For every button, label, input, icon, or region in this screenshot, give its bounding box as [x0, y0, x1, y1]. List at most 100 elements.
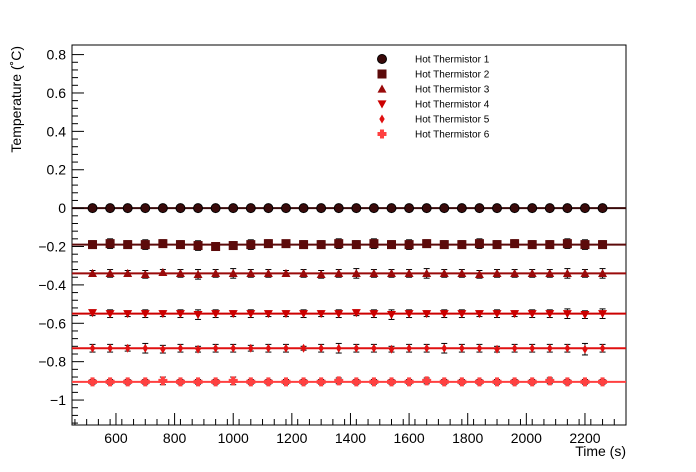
- data-point-series-3: [492, 268, 502, 277]
- data-point-series-5: [547, 343, 553, 353]
- data-point-series-6: [246, 377, 256, 387]
- data-point-series-2: [334, 239, 344, 249]
- x-tick-label: 1000: [218, 430, 249, 446]
- data-point-series-3: [527, 268, 537, 277]
- x-tick-label: 600: [104, 430, 128, 446]
- data-point-series-1: [474, 203, 485, 214]
- data-point-series-1: [193, 203, 204, 214]
- data-point-series-6: [158, 376, 168, 386]
- y-tick-label: −0.4: [38, 277, 66, 293]
- x-tick-label: 2000: [511, 430, 542, 446]
- data-point-series-4: [228, 310, 238, 319]
- data-point-series-3: [316, 269, 326, 278]
- data-point-series-4: [562, 310, 572, 319]
- data-point-series-1: [404, 203, 415, 214]
- data-point-series-1: [456, 203, 467, 214]
- data-point-series-5: [529, 343, 535, 353]
- data-point-series-6: [439, 377, 449, 387]
- data-point-series-1: [298, 203, 309, 214]
- legend-entry: Hot Thermistor 1: [377, 54, 490, 66]
- data-point-series-6: [175, 377, 185, 387]
- data-point-series-5: [388, 344, 395, 354]
- data-point-series-3: [387, 268, 397, 277]
- data-point-series-6: [193, 377, 203, 387]
- data-point-series-1: [228, 203, 239, 214]
- data-point-series-1: [263, 203, 274, 214]
- data-point-series-5: [283, 343, 289, 353]
- data-point-series-6: [369, 377, 379, 387]
- data-point-series-6: [580, 377, 590, 387]
- data-point-series-5: [511, 343, 518, 353]
- x-tick-label: 1400: [335, 430, 366, 446]
- data-point-series-5: [441, 343, 447, 353]
- data-point-series-6: [316, 377, 326, 387]
- data-point-series-5: [177, 343, 184, 353]
- data-point-series-3: [422, 268, 432, 277]
- data-point-series-5: [318, 343, 324, 353]
- data-point-series-1: [492, 203, 503, 214]
- data-point-series-5: [494, 344, 500, 354]
- data-point-series-4: [527, 310, 537, 319]
- y-tick-label: 0.8: [47, 47, 67, 63]
- data-point-series-2: [175, 240, 185, 250]
- data-point-series-4: [299, 310, 309, 319]
- data-point-series-6: [562, 377, 572, 387]
- x-tick-label: 1800: [452, 430, 483, 446]
- data-point-series-5: [142, 343, 148, 353]
- data-point-series-3: [105, 268, 115, 277]
- data-point-series-2: [545, 240, 555, 250]
- data-point-series-5: [476, 343, 483, 353]
- data-point-series-6: [334, 376, 344, 386]
- legend-entry: Hot Thermistor 5: [379, 114, 490, 126]
- data-point-series-1: [544, 203, 555, 214]
- legend-marker-5: [379, 114, 385, 124]
- data-point-series-3: [369, 268, 379, 277]
- data-point-series-2: [316, 240, 326, 250]
- data-point-series-1: [333, 203, 344, 214]
- y-tick-label: −0.2: [38, 239, 66, 255]
- y-tick-label: −0.8: [38, 354, 66, 370]
- data-point-series-4: [175, 310, 185, 319]
- y-tick-label: 0.4: [47, 123, 67, 139]
- data-point-series-4: [158, 310, 168, 319]
- data-point-series-3: [228, 268, 238, 277]
- data-point-series-2: [228, 241, 238, 251]
- data-point-series-2: [510, 239, 520, 249]
- data-point-series-2: [299, 240, 309, 250]
- data-point-series-4: [281, 310, 291, 319]
- data-point-series-5: [406, 343, 412, 353]
- y-tick-label: 0: [58, 200, 66, 216]
- data-point-series-3: [457, 268, 467, 277]
- legend-marker-6: [377, 129, 387, 139]
- data-point-series-4: [422, 310, 432, 319]
- data-point-series-5: [230, 343, 236, 353]
- data-point-series-3: [351, 268, 361, 277]
- data-point-series-1: [122, 203, 133, 214]
- data-point-series-2: [369, 239, 379, 249]
- data-point-series-5: [212, 343, 219, 353]
- data-point-series-2: [439, 240, 449, 250]
- data-point-series-1: [439, 203, 450, 214]
- data-point-series-1: [509, 203, 520, 214]
- x-tick-label: 1200: [276, 430, 307, 446]
- x-tick-label: 1600: [394, 430, 425, 446]
- data-point-series-4: [351, 309, 361, 318]
- data-point-series-2: [492, 240, 502, 250]
- data-point-series-4: [105, 310, 115, 319]
- data-point-series-5: [265, 343, 272, 353]
- data-point-series-4: [334, 310, 344, 319]
- data-point-series-1: [87, 203, 98, 214]
- data-point-series-2: [140, 240, 150, 250]
- data-point-series-1: [368, 203, 379, 214]
- data-point-series-4: [263, 310, 273, 319]
- data-point-series-2: [474, 239, 484, 249]
- data-point-series-4: [211, 310, 221, 319]
- data-point-series-6: [140, 377, 150, 387]
- y-axis-label: Temperature (˚C): [8, 46, 24, 153]
- data-point-series-4: [545, 310, 555, 319]
- data-point-series-3: [140, 269, 150, 278]
- data-point-series-3: [580, 268, 590, 277]
- data-point-series-5: [300, 343, 307, 353]
